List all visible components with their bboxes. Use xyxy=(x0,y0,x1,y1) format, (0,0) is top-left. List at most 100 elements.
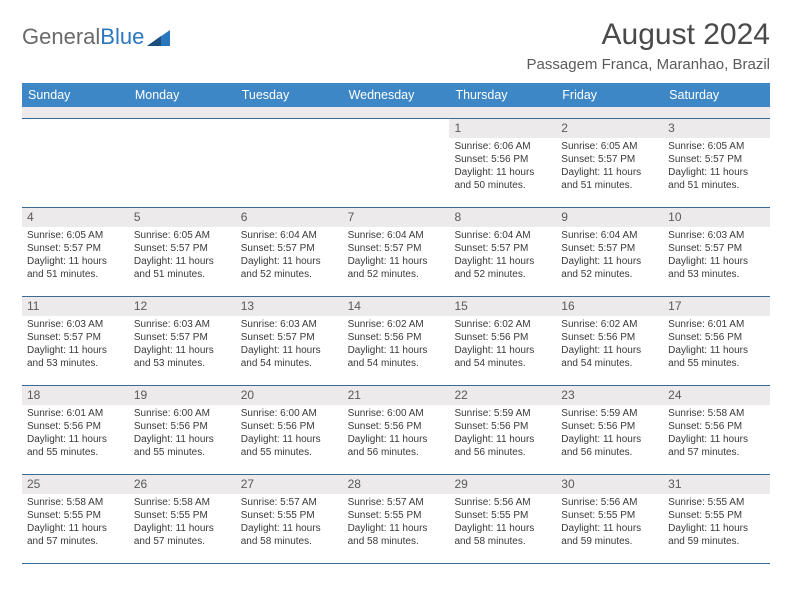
sunset-text: Sunset: 5:56 PM xyxy=(454,154,551,167)
sunset-text: Sunset: 5:55 PM xyxy=(134,510,231,523)
day-cell xyxy=(129,119,236,207)
day-cell: 22Sunrise: 5:59 AMSunset: 5:56 PMDayligh… xyxy=(449,386,556,474)
day-number: 3 xyxy=(663,119,770,138)
day-number: 4 xyxy=(22,208,129,227)
daylight-text: and 58 minutes. xyxy=(454,536,551,549)
sunrise-text: Sunrise: 6:05 AM xyxy=(134,230,231,243)
day-cell: 17Sunrise: 6:01 AMSunset: 5:56 PMDayligh… xyxy=(663,297,770,385)
daylight-text: Daylight: 11 hours xyxy=(241,256,338,269)
location-subtitle: Passagem Franca, Maranhao, Brazil xyxy=(527,56,770,73)
sunset-text: Sunset: 5:56 PM xyxy=(134,421,231,434)
daylight-text: and 54 minutes. xyxy=(241,358,338,371)
sunrise-text: Sunrise: 6:04 AM xyxy=(454,230,551,243)
sunset-text: Sunset: 5:57 PM xyxy=(454,243,551,256)
week-row: 1Sunrise: 6:06 AMSunset: 5:56 PMDaylight… xyxy=(22,119,770,208)
title-block: August 2024 Passagem Franca, Maranhao, B… xyxy=(527,18,770,73)
daylight-text: Daylight: 11 hours xyxy=(454,523,551,536)
daylight-text: and 54 minutes. xyxy=(561,358,658,371)
sunrise-text: Sunrise: 6:00 AM xyxy=(241,408,338,421)
daylight-text: Daylight: 11 hours xyxy=(668,434,765,447)
sunset-text: Sunset: 5:57 PM xyxy=(241,243,338,256)
daylight-text: and 52 minutes. xyxy=(241,269,338,282)
day-number: 15 xyxy=(449,297,556,316)
day-number: 25 xyxy=(22,475,129,494)
day-number: 6 xyxy=(236,208,343,227)
sunrise-text: Sunrise: 5:57 AM xyxy=(348,497,445,510)
day-cell: 15Sunrise: 6:02 AMSunset: 5:56 PMDayligh… xyxy=(449,297,556,385)
sunset-text: Sunset: 5:55 PM xyxy=(454,510,551,523)
daylight-text: and 58 minutes. xyxy=(348,536,445,549)
daylight-text: and 59 minutes. xyxy=(561,536,658,549)
day-number: 10 xyxy=(663,208,770,227)
sunset-text: Sunset: 5:57 PM xyxy=(241,332,338,345)
daylight-text: Daylight: 11 hours xyxy=(27,345,124,358)
sunrise-text: Sunrise: 6:01 AM xyxy=(27,408,124,421)
daylight-text: Daylight: 11 hours xyxy=(134,523,231,536)
sunset-text: Sunset: 5:55 PM xyxy=(561,510,658,523)
day-cell: 26Sunrise: 5:58 AMSunset: 5:55 PMDayligh… xyxy=(129,475,236,563)
sunrise-text: Sunrise: 5:55 AM xyxy=(668,497,765,510)
daylight-text: and 54 minutes. xyxy=(454,358,551,371)
daylight-text: Daylight: 11 hours xyxy=(454,167,551,180)
day-cell: 1Sunrise: 6:06 AMSunset: 5:56 PMDaylight… xyxy=(449,119,556,207)
daylight-text: Daylight: 11 hours xyxy=(27,256,124,269)
sunset-text: Sunset: 5:57 PM xyxy=(561,154,658,167)
weekday-header: Wednesday xyxy=(343,83,450,107)
daylight-text: Daylight: 11 hours xyxy=(134,256,231,269)
weekday-header: Saturday xyxy=(663,83,770,107)
sunset-text: Sunset: 5:57 PM xyxy=(668,243,765,256)
day-number: 29 xyxy=(449,475,556,494)
day-cell: 7Sunrise: 6:04 AMSunset: 5:57 PMDaylight… xyxy=(343,208,450,296)
sunrise-text: Sunrise: 6:03 AM xyxy=(668,230,765,243)
logo-triangle-icon xyxy=(147,29,171,47)
day-cell: 3Sunrise: 6:05 AMSunset: 5:57 PMDaylight… xyxy=(663,119,770,207)
weekday-header: Sunday xyxy=(22,83,129,107)
day-cell: 8Sunrise: 6:04 AMSunset: 5:57 PMDaylight… xyxy=(449,208,556,296)
daylight-text: Daylight: 11 hours xyxy=(348,345,445,358)
sunrise-text: Sunrise: 6:05 AM xyxy=(27,230,124,243)
daylight-text: Daylight: 11 hours xyxy=(134,434,231,447)
daylight-text: and 56 minutes. xyxy=(454,447,551,460)
sunset-text: Sunset: 5:57 PM xyxy=(668,154,765,167)
sunrise-text: Sunrise: 5:58 AM xyxy=(27,497,124,510)
daylight-text: Daylight: 11 hours xyxy=(561,434,658,447)
sunset-text: Sunset: 5:56 PM xyxy=(348,332,445,345)
day-cell: 28Sunrise: 5:57 AMSunset: 5:55 PMDayligh… xyxy=(343,475,450,563)
daylight-text: and 55 minutes. xyxy=(668,358,765,371)
logo-text-2: Blue xyxy=(100,24,144,50)
day-cell: 21Sunrise: 6:00 AMSunset: 5:56 PMDayligh… xyxy=(343,386,450,474)
sunrise-text: Sunrise: 5:56 AM xyxy=(561,497,658,510)
sunset-text: Sunset: 5:55 PM xyxy=(27,510,124,523)
day-cell: 29Sunrise: 5:56 AMSunset: 5:55 PMDayligh… xyxy=(449,475,556,563)
sunrise-text: Sunrise: 6:02 AM xyxy=(561,319,658,332)
daylight-text: and 52 minutes. xyxy=(454,269,551,282)
sunset-text: Sunset: 5:57 PM xyxy=(348,243,445,256)
weekday-header: Thursday xyxy=(449,83,556,107)
day-cell: 24Sunrise: 5:58 AMSunset: 5:56 PMDayligh… xyxy=(663,386,770,474)
daylight-text: and 57 minutes. xyxy=(27,536,124,549)
daylight-text: and 51 minutes. xyxy=(27,269,124,282)
day-number: 7 xyxy=(343,208,450,227)
daylight-text: and 57 minutes. xyxy=(134,536,231,549)
logo: GeneralBlue xyxy=(22,24,171,50)
sunset-text: Sunset: 5:56 PM xyxy=(561,421,658,434)
sunrise-text: Sunrise: 5:58 AM xyxy=(134,497,231,510)
daylight-text: Daylight: 11 hours xyxy=(561,256,658,269)
day-number: 12 xyxy=(129,297,236,316)
day-number: 13 xyxy=(236,297,343,316)
daylight-text: Daylight: 11 hours xyxy=(454,434,551,447)
day-cell: 14Sunrise: 6:02 AMSunset: 5:56 PMDayligh… xyxy=(343,297,450,385)
day-number: 20 xyxy=(236,386,343,405)
sunset-text: Sunset: 5:56 PM xyxy=(454,332,551,345)
sunrise-text: Sunrise: 6:06 AM xyxy=(454,141,551,154)
sunset-text: Sunset: 5:57 PM xyxy=(134,332,231,345)
day-cell xyxy=(343,119,450,207)
sunset-text: Sunset: 5:55 PM xyxy=(241,510,338,523)
sunset-text: Sunset: 5:56 PM xyxy=(241,421,338,434)
sunset-text: Sunset: 5:57 PM xyxy=(27,243,124,256)
day-cell: 10Sunrise: 6:03 AMSunset: 5:57 PMDayligh… xyxy=(663,208,770,296)
day-number: 31 xyxy=(663,475,770,494)
day-number: 5 xyxy=(129,208,236,227)
daylight-text: and 53 minutes. xyxy=(668,269,765,282)
day-cell: 30Sunrise: 5:56 AMSunset: 5:55 PMDayligh… xyxy=(556,475,663,563)
